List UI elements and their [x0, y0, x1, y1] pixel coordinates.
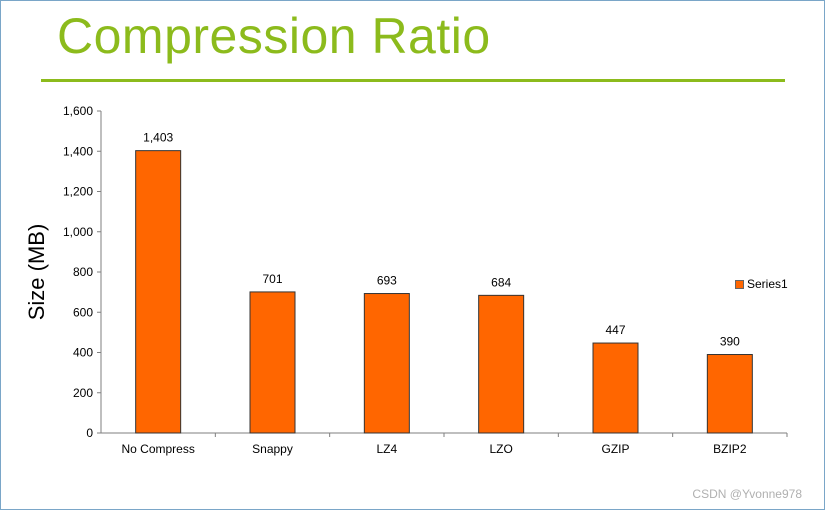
y-tick-label: 1,200: [63, 185, 93, 199]
bar: [249, 291, 296, 434]
x-tick-label: GZIP: [601, 442, 629, 456]
y-tick-label: 200: [73, 386, 93, 400]
y-tick-label: 400: [73, 346, 93, 360]
bar-value-label: 693: [377, 274, 397, 288]
bar: [363, 293, 410, 434]
y-tick-label: 1,600: [63, 104, 93, 118]
title-divider: [41, 79, 785, 82]
watermark: CSDN @Yvonne978: [692, 487, 802, 501]
bar-value-label: 447: [605, 323, 625, 337]
bar-value-label: 701: [262, 272, 282, 286]
chart-legend: Series1: [735, 277, 788, 291]
y-tick-label: 0: [86, 426, 93, 440]
y-tick-label: 800: [73, 265, 93, 279]
x-tick-label: LZ4: [376, 442, 397, 456]
x-tick-label: LZO: [489, 442, 512, 456]
y-axis-title: Size (MB): [24, 224, 49, 321]
y-tick-label: 600: [73, 305, 93, 319]
y-tick-label: 1,000: [63, 225, 93, 239]
chart-axes: 0 200 400 600 800 1,000 1,200 1,400 1,600 Size (M…: [24, 104, 788, 440]
bar: [478, 294, 525, 434]
x-tick-label: Snappy: [252, 442, 293, 456]
chart-labels: No Compress 1,403 Snappy 701 LZ4 693 LZO 684 GZI…: [121, 131, 746, 456]
slide-title: Compression Ratio: [57, 8, 491, 64]
legend-swatch: [735, 279, 744, 289]
bar: [706, 354, 753, 434]
y-tick-label: 1,400: [63, 144, 93, 158]
bar: [592, 342, 639, 434]
legend-label: Series1: [747, 277, 788, 291]
bar: [135, 150, 182, 434]
chart-bars: [135, 150, 753, 434]
bar-value-label: 1,403: [143, 131, 173, 145]
bar-value-label: 390: [720, 335, 740, 349]
x-tick-label: No Compress: [121, 442, 194, 456]
bar-value-label: 684: [491, 275, 511, 289]
x-tick-label: BZIP2: [713, 442, 747, 456]
